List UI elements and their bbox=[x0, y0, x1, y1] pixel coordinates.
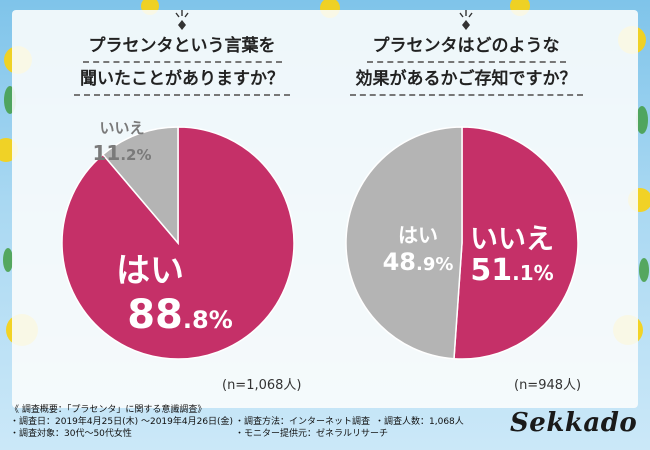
question-title-right: プラセンタはどのような 効果があるかご存知ですか？ bbox=[316, 34, 616, 96]
pie-value-left-no: 11.2% bbox=[92, 141, 151, 165]
survey-count: ・調査人数：1,068人 bbox=[375, 417, 464, 427]
sparkle-icon bbox=[459, 10, 473, 30]
pie-label-right-yes: はい bbox=[398, 223, 438, 247]
pie-slice-right-no bbox=[453, 126, 579, 360]
question-left-line1: プラセンタという言葉を bbox=[82, 34, 282, 63]
pie-value-right-yes: 48.9% bbox=[383, 248, 454, 276]
pie-label-left-no: いいえ bbox=[99, 119, 144, 137]
survey-provider: ・モニター提供元：ゼネラルリサーチ bbox=[235, 429, 389, 439]
pie-value-right-no: 51.1% bbox=[470, 253, 553, 288]
survey-method: ・調査方法：インターネット調査 bbox=[235, 417, 371, 427]
pie-label-right-no: いいえ bbox=[470, 222, 554, 255]
question-right-line2: 効果があるかご存知ですか？ bbox=[349, 67, 583, 96]
brand-logo: Sekkado bbox=[510, 408, 638, 438]
question-title-left: プラセンタという言葉を 聞いたことがありますか？ bbox=[32, 34, 332, 96]
pie-slice-right-yes bbox=[345, 126, 463, 360]
pie-slice-left-no bbox=[101, 126, 179, 246]
survey-target: ・調査対象：30代～50代女性 bbox=[10, 429, 132, 439]
question-right-line1: プラセンタはどのような bbox=[366, 34, 566, 63]
survey-footer: 《 調査概要：「プラセンタ」に関する意識調査》 ・調査日：2019年4月25日(… bbox=[10, 404, 480, 440]
survey-date: ・調査日：2019年4月25日(木) ～2019年4月26日(金) bbox=[10, 417, 234, 427]
sample-size-left: (n=1,068人) bbox=[222, 378, 302, 393]
pie-label-left-yes: はい bbox=[116, 251, 184, 291]
question-left-line2: 聞いたことがありますか？ bbox=[74, 67, 290, 96]
survey-summary-title: 《 調査概要：「プラセンタ」に関する意識調査》 bbox=[10, 405, 207, 415]
sparkle-icon bbox=[175, 10, 189, 30]
sample-size-right: (n=948人) bbox=[514, 378, 582, 393]
pie-value-left-yes: 88.8% bbox=[127, 292, 233, 338]
